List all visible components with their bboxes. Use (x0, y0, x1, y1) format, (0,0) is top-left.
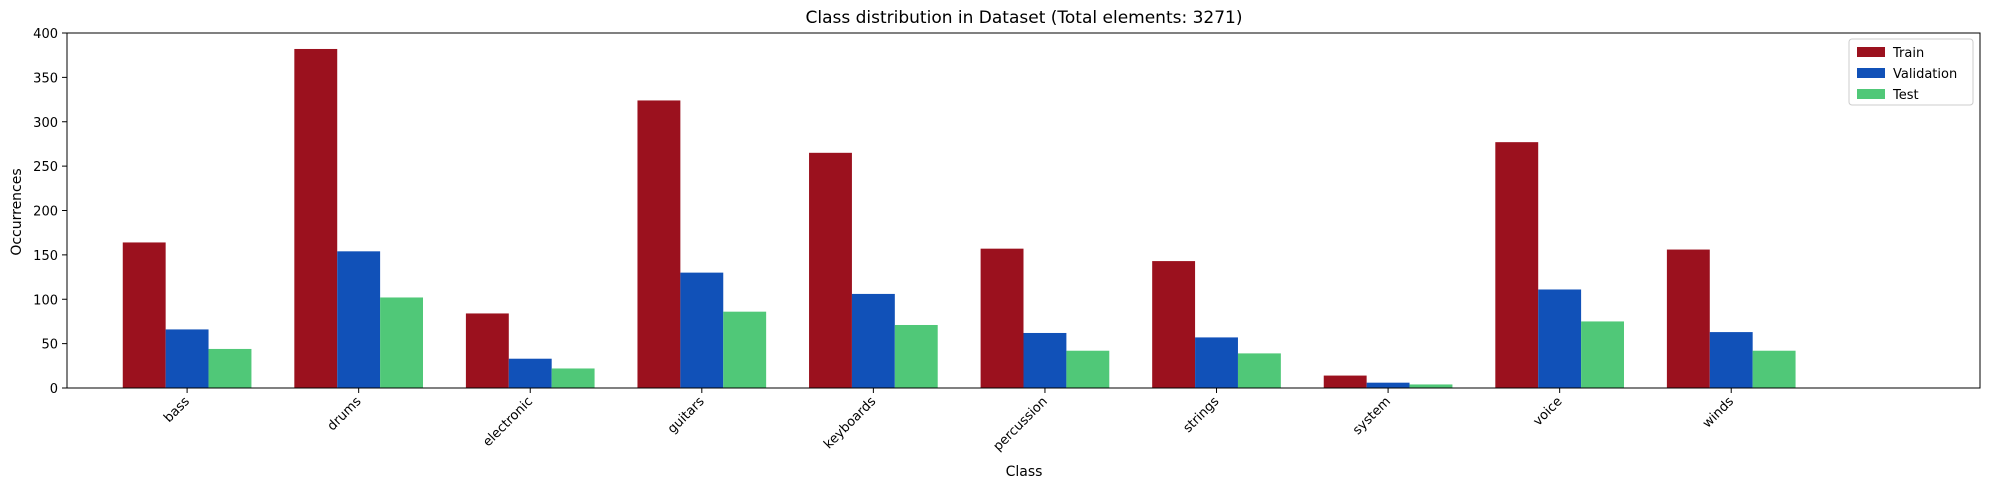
legend-label: Validation (1893, 67, 1957, 82)
legend-label: Train (1892, 46, 1924, 61)
x-tick-label: guitars (665, 394, 708, 437)
legend-swatch (1857, 47, 1885, 57)
y-tick-label: 200 (33, 205, 58, 220)
bar (165, 329, 209, 388)
bar (723, 311, 767, 388)
y-tick-label: 0 (50, 382, 58, 397)
y-axis-label: Occurrences (9, 168, 25, 255)
y-tick-label: 350 (33, 71, 58, 86)
bar (1752, 350, 1796, 388)
bar (894, 324, 938, 388)
bar (1152, 261, 1196, 388)
bar (1409, 384, 1453, 388)
y-tick-label: 150 (33, 249, 58, 264)
y-tick-label: 300 (33, 116, 58, 131)
bar (465, 313, 509, 388)
bar (1538, 289, 1582, 388)
bar (1323, 375, 1367, 388)
x-tick-label: voice (1531, 394, 1566, 429)
x-tick-label: keyboards (821, 394, 879, 452)
bar (1237, 353, 1281, 388)
bar (680, 272, 724, 388)
y-tick-label: 250 (33, 160, 58, 175)
bar (1709, 332, 1753, 388)
bar (122, 242, 166, 388)
chart-title: Class distribution in Dataset (Total ele… (805, 8, 1242, 28)
x-tick-label: winds (1700, 394, 1737, 431)
bar (1581, 321, 1624, 388)
bar (294, 48, 338, 388)
x-tick-label: bass (161, 394, 193, 426)
bar (508, 358, 552, 388)
x-tick-label: drums (325, 394, 365, 434)
bar (809, 152, 852, 388)
bar (1366, 382, 1410, 388)
legend-swatch (1857, 68, 1885, 78)
bar (551, 368, 595, 388)
bar (637, 100, 681, 388)
bar (1023, 332, 1067, 388)
y-tick-label: 50 (41, 338, 58, 353)
bar (380, 297, 424, 388)
x-tick-label: percussion (991, 394, 1051, 454)
x-tick-label: strings (1181, 394, 1223, 436)
bar (980, 248, 1024, 388)
y-tick-label: 400 (33, 27, 58, 42)
legend-swatch (1857, 89, 1885, 99)
bar (337, 251, 381, 388)
legend-label: Test (1892, 88, 1919, 103)
bar (851, 293, 895, 388)
bar (1666, 249, 1710, 388)
x-axis-label: Class (1006, 464, 1043, 480)
x-tick-label: electronic (480, 394, 536, 450)
bar (1066, 350, 1110, 388)
x-tick-label: system (1350, 394, 1394, 438)
bar (1195, 337, 1238, 388)
bar (1495, 142, 1539, 388)
bar (208, 348, 252, 388)
y-tick-label: 100 (33, 293, 58, 308)
legend: Train Validation Test (1848, 38, 1974, 106)
plot-area: 0 50 100 150 200 250 300 350 400 bass drums electro… (33, 27, 1981, 454)
